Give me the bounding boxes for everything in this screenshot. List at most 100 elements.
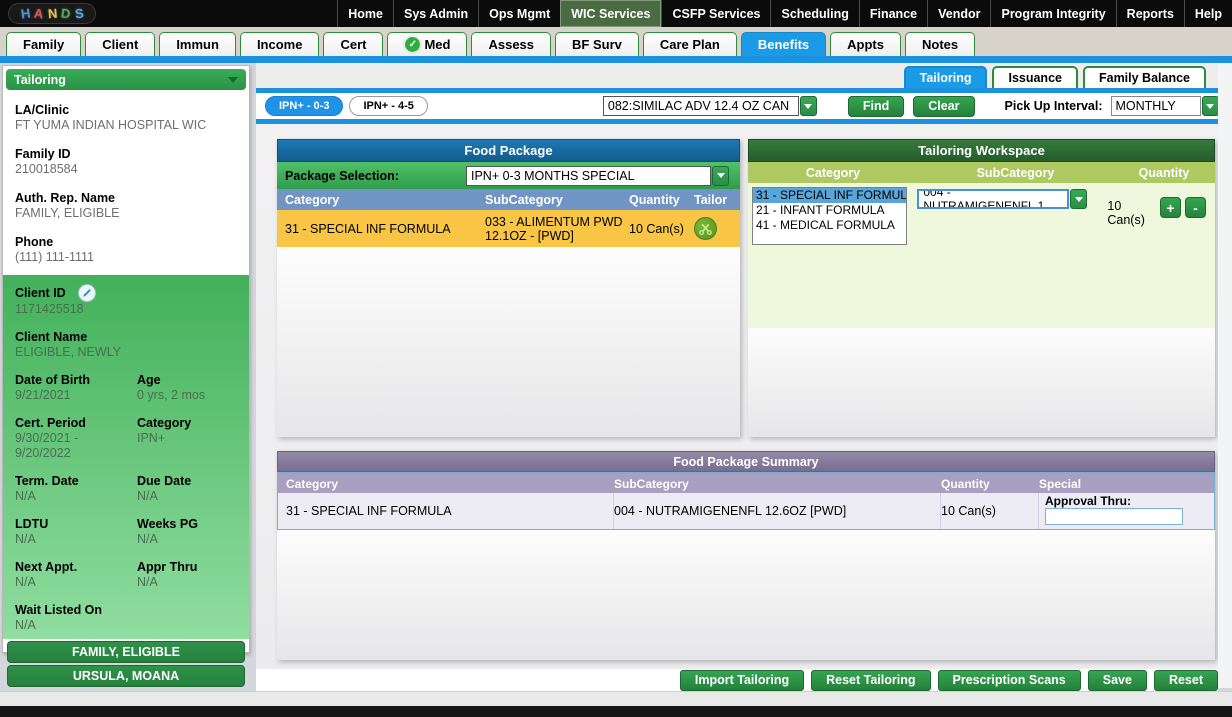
list-item[interactable]: 21 - INFANT FORMULA [756,203,885,217]
menu-item-finance[interactable]: Finance [858,0,927,27]
package-selection-value[interactable]: IPN+ 0-3 MONTHS SPECIAL [466,165,711,186]
menu-item-sys-admin[interactable]: Sys Admin [392,0,478,27]
member-button-family-eligible[interactable]: FAMILY, ELIGIBLE [7,641,245,663]
menu-item-csfp-services[interactable]: CSFP Services [661,0,770,27]
import-tailoring-button[interactable]: Import Tailoring [679,669,805,691]
food-package-summary-panel: Food Package Summary Category SubCategor… [277,451,1215,660]
list-item[interactable]: 31 - SPECIAL INF FORMULA [753,188,907,203]
clear-button[interactable]: Clear [913,95,975,117]
tab-income[interactable]: Income [239,32,320,56]
scissors-icon[interactable] [694,217,717,240]
tab-family-balance[interactable]: Family Balance [1082,66,1206,88]
age-field: Age 0 yrs, 2 mos [137,373,206,402]
tab-client[interactable]: Client [85,32,156,56]
tab-cert[interactable]: Cert [323,32,384,56]
summary-table-header: Category SubCategory Quantity Special [278,474,1214,493]
menu-item-ops-mgmt[interactable]: Ops Mgmt [478,0,560,27]
client-id-value: 1171425518 [15,302,84,316]
row-category: 31 - SPECIAL INF FORMULA [278,493,614,529]
next-appt-field: Next Appt. N/A [15,560,78,589]
food-item-input[interactable]: 082:SIMILAC ADV 12.4 OZ CAN [602,96,799,116]
category-field: Category IPN+ [137,416,192,445]
package-toggle-ipn-4-5[interactable]: IPN+ - 4-5 [349,96,428,116]
tab-bf-surv[interactable]: BF Surv [555,32,639,56]
workspace-table-header: Category SubCategory Quantity [748,162,1215,183]
menu-item-home[interactable]: Home [337,0,393,27]
sidebar-panel-title: Tailoring [14,72,66,87]
pickup-interval-value[interactable]: MONTHLY [1110,96,1201,116]
top-menu-bar: H A N D S Home Sys Admin Ops Mgmt WIC Se… [0,0,1232,27]
approval-thru-input[interactable] [1045,508,1183,525]
menu-item-program-integrity[interactable]: Program Integrity [990,0,1115,27]
package-selection-dropdown-button[interactable] [712,165,729,186]
pickup-interval-combo: MONTHLY [1110,96,1219,116]
reset-tailoring-button[interactable]: Reset Tailoring [811,669,931,691]
tailoring-toolbar: IPN+ - 0-3 IPN+ - 4-5 082:SIMILAC ADV 12… [256,93,1219,119]
save-button[interactable]: Save [1087,669,1147,691]
family-id-label: Family ID [15,147,71,161]
workspace-empty-area [748,328,1215,437]
menu-item-vendor[interactable]: Vendor [927,0,990,27]
package-toggle-ipn-0-3[interactable]: IPN+ - 0-3 [265,96,344,116]
reset-button[interactable]: Reset [1153,669,1218,691]
subcategory-dropdown-button[interactable] [1070,189,1088,209]
tab-immun[interactable]: Immun [159,32,236,56]
summary-empty-area [277,530,1215,660]
food-package-table-header: Category SubCategory Quantity Tailor [277,189,740,210]
la-clinic-value: FT YUMA INDIAN HOSPITAL WIC [15,118,207,132]
tab-notes[interactable]: Notes [904,32,976,56]
tab-family[interactable]: Family [6,32,82,56]
quantity-increase-button[interactable]: + [1160,197,1181,218]
menu-item-scheduling[interactable]: Scheduling [770,0,858,27]
food-item-dropdown-button[interactable] [799,96,817,116]
food-package-panel: Food Package Package Selection: IPN+ 0-3… [277,139,740,437]
tab-assess[interactable]: Assess [471,32,552,56]
table-row[interactable]: 31 - SPECIAL INF FORMULA 033 - ALIMENTUM… [277,210,740,247]
chevron-down-icon [804,103,813,109]
member-button-ursula-moana[interactable]: URSULA, MOANA [7,665,245,687]
subcategory-value[interactable]: 004 - NUTRAMIGENENFL 1 [917,189,1070,209]
logo-letter: S [73,5,84,22]
family-member-list: FAMILY, ELIGIBLE URSULA, MOANA [3,639,249,687]
tab-benefits[interactable]: Benefits [740,32,827,56]
la-clinic-label: LA/Clinic [15,103,70,117]
approval-thru-label: Approval Thru: [1045,494,1131,508]
category-listbox[interactable]: 31 - SPECIAL INF FORMULA 21 - INFANT FOR… [752,187,908,245]
menu-item-help[interactable]: Help [1183,0,1232,27]
tab-med[interactable]: ✓ Med [387,32,468,56]
table-row[interactable]: 31 - SPECIAL INF FORMULA 004 - NUTRAMIGE… [278,493,1214,529]
wait-listed-field: Wait Listed On N/A [15,603,103,632]
tab-issuance[interactable]: Issuance [992,66,1078,88]
tab-med-label: Med [424,37,451,52]
pickup-interval-dropdown-button[interactable] [1201,96,1219,116]
benefits-main-panel: Tailoring Issuance Family Balance IPN+ -… [256,63,1219,691]
workspace-edit-row: 31 - SPECIAL INF FORMULA 21 - INFANT FOR… [748,183,1215,328]
package-selection-combo: IPN+ 0-3 MONTHS SPECIAL [466,165,729,186]
row-special: Approval Thru: [1039,493,1214,529]
bottom-black-bar [0,706,1232,717]
chevron-down-icon [1074,196,1083,202]
menu-item-reports[interactable]: Reports [1115,0,1184,27]
prescription-scans-button[interactable]: Prescription Scans [937,669,1081,691]
auth-rep-label: Auth. Rep. Name [15,191,116,205]
client-id-label: Client ID [15,285,66,300]
tab-appts[interactable]: Appts [830,32,901,56]
tailoring-workspace-panel: Tailoring Workspace Category SubCategory… [748,139,1215,437]
tab-care-plan[interactable]: Care Plan [642,32,737,56]
find-button[interactable]: Find [847,95,905,117]
food-package-summary-title: Food Package Summary [277,451,1215,472]
menu-item-wic-services[interactable]: WIC Services [560,0,662,27]
view-tab-bar: Tailoring Issuance Family Balance [256,63,1218,88]
weeks-pg-field: Weeks PG N/A [137,517,198,546]
tailoring-workspace-title: Tailoring Workspace [748,139,1215,162]
list-item[interactable]: 41 - MEDICAL FORMULA [756,218,895,232]
sidebar-tailoring-header[interactable]: Tailoring [6,69,246,90]
logo-letter: A [33,5,45,22]
quantity-decrease-button[interactable]: - [1185,197,1206,218]
blue-divider-top [0,56,1232,63]
workspace-quantity: 10 Can(s) [1107,199,1145,227]
cert-period-field: Cert. Period 9/30/2021 - 9/20/2022 [15,416,86,460]
pencil-icon[interactable] [77,284,96,302]
tab-tailoring[interactable]: Tailoring [903,66,988,88]
